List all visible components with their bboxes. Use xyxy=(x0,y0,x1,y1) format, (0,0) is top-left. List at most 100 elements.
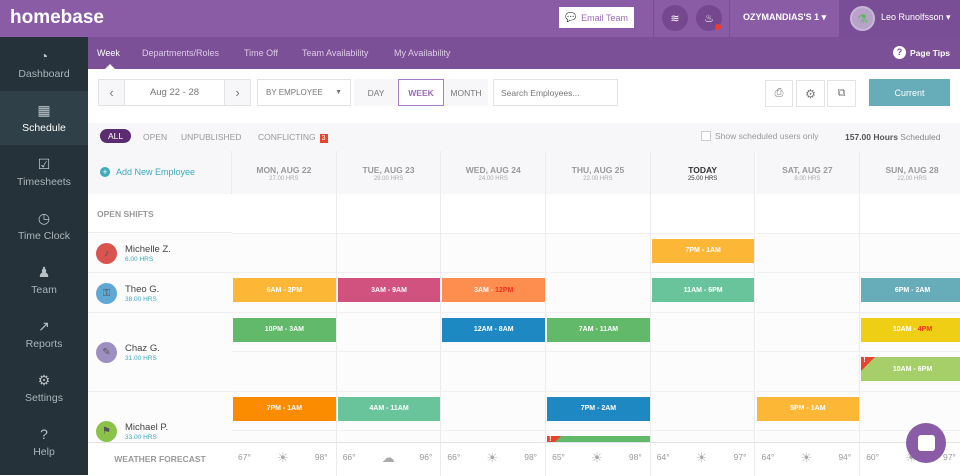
day-cell[interactable] xyxy=(336,233,442,273)
day-cell[interactable] xyxy=(650,391,756,431)
location-dropdown[interactable]: OZYMANDIAS'S 1 ▾ xyxy=(743,12,827,22)
view-day-button[interactable]: DAY xyxy=(354,79,398,106)
shift-block[interactable]: 10AM - 4PM xyxy=(861,317,960,342)
user-name: Leo Runolfsson ▾ xyxy=(881,12,951,22)
day-cell[interactable] xyxy=(232,352,337,392)
day-cell[interactable] xyxy=(650,312,756,352)
sidebar-item-label: Time Clock xyxy=(17,230,71,242)
weather-high: 98° xyxy=(524,452,538,462)
day-cell[interactable] xyxy=(441,233,547,273)
employee-avatar: ⚑ xyxy=(96,421,117,442)
shift-block[interactable]: 3AM - 12PM xyxy=(442,278,546,302)
day-cell[interactable] xyxy=(860,194,960,234)
filter-open[interactable]: OPEN xyxy=(143,132,168,142)
schedule-grid: + Add New Employee OPEN SHIFTS MON, AUG 2… xyxy=(88,151,960,476)
shift-block[interactable]: 3AM - 9AM xyxy=(337,278,441,302)
shift-block[interactable]: 5PM - 1AM xyxy=(756,396,860,421)
filter-unpublished[interactable]: UNPUBLISHED xyxy=(181,132,242,142)
filter-conflicting[interactable]: CONFLICTING 3 xyxy=(258,132,328,143)
day-cell[interactable] xyxy=(232,194,337,234)
page-tips-button[interactable]: ? Page Tips xyxy=(893,46,950,59)
user-menu[interactable]: ⚗ Leo Runolfsson ▾ xyxy=(839,0,960,37)
weather-day: 64° ☀ 94° xyxy=(756,443,861,476)
shift-block[interactable]: 7PM - 1AM xyxy=(651,238,755,263)
email-team-button[interactable]: 💬 Email Team xyxy=(559,7,634,28)
tab-week[interactable]: Week xyxy=(97,48,120,58)
tab-time-off[interactable]: Time Off xyxy=(244,48,279,58)
sidebar-item-time-clock[interactable]: ◷ Time Clock xyxy=(0,199,88,253)
sidebar-item-dashboard[interactable]: ◔ Dashboard xyxy=(0,37,88,91)
chevron-down-icon: ▼ xyxy=(335,89,342,96)
shift-block[interactable]: 12AM - 8AM xyxy=(442,317,546,342)
tab-my-availability[interactable]: My Availability xyxy=(394,48,451,58)
tab-team-availability[interactable]: Team Availability xyxy=(302,48,369,58)
prev-week-button[interactable]: ‹ xyxy=(98,79,125,106)
employee-hours: 38.00 HRS xyxy=(125,295,157,303)
day-cell[interactable] xyxy=(546,194,651,234)
search-employees-input[interactable] xyxy=(493,79,618,106)
print-icon[interactable]: ⎙ xyxy=(765,80,793,107)
day-cell[interactable] xyxy=(336,352,442,392)
shift-start: 10AM xyxy=(892,326,912,333)
sidebar-item-reports[interactable]: ↗ Reports xyxy=(0,307,88,361)
day-cell[interactable] xyxy=(755,312,861,352)
day-cell[interactable] xyxy=(650,194,756,234)
show-scheduled-label: Show scheduled users only xyxy=(715,131,819,141)
day-cell[interactable] xyxy=(546,233,651,273)
shift-end: 2AM xyxy=(601,405,617,412)
top-bar: homebase 💬 Email Team ≋ ♨ OZYMANDIAS'S 1 … xyxy=(0,0,960,37)
next-week-button[interactable]: › xyxy=(224,79,251,106)
day-cell[interactable] xyxy=(336,312,442,352)
sidebar-item-timesheets[interactable]: ☑ Timesheets xyxy=(0,145,88,199)
shift-block[interactable]: 11AM - 6PM xyxy=(651,278,755,302)
logo[interactable]: homebase xyxy=(10,7,104,28)
checkbox[interactable] xyxy=(701,131,711,141)
day-cell[interactable] xyxy=(336,194,442,234)
day-cell[interactable] xyxy=(755,273,861,313)
day-cell[interactable] xyxy=(755,352,861,392)
current-button[interactable]: Current xyxy=(869,79,950,106)
chat-support-button[interactable] xyxy=(906,423,946,463)
shift-block[interactable]: 6AM - 2PM xyxy=(233,278,336,302)
day-cell[interactable] xyxy=(441,194,547,234)
day-cell[interactable] xyxy=(860,391,960,431)
active-tab-caret xyxy=(105,64,115,69)
shift-start: 7AM xyxy=(578,326,594,333)
tab-departments-roles[interactable]: Departments/Roles xyxy=(142,48,220,58)
gear-icon[interactable]: ⚙ xyxy=(796,80,825,107)
copy-icon[interactable]: ⧉ xyxy=(827,80,856,107)
day-cell[interactable] xyxy=(546,352,651,392)
shift-block[interactable]: 7PM - 1AM xyxy=(233,396,336,421)
shift-block[interactable]: 7AM - 11AM xyxy=(547,317,650,342)
day-cell[interactable] xyxy=(860,233,960,273)
employee-cell[interactable]: ✎ Chaz G. 31.00 HRS xyxy=(88,312,232,392)
bell-icon[interactable]: ♨ xyxy=(696,5,722,31)
activity-icon[interactable]: ≋ xyxy=(662,5,688,31)
view-week-button[interactable]: WEEK xyxy=(398,79,444,106)
sidebar-item-schedule[interactable]: ▦ Schedule xyxy=(0,91,88,145)
shift-block[interactable]: 7PM - 2AM xyxy=(547,396,650,421)
day-cell[interactable] xyxy=(441,352,547,392)
shift-block[interactable]: 6PM - 2AM xyxy=(861,278,960,302)
view-month-button[interactable]: MONTH xyxy=(444,79,488,106)
weather-day: 67° ☀ 98° xyxy=(232,443,337,476)
sidebar-item-settings[interactable]: ⚙ Settings xyxy=(0,361,88,415)
employee-cell[interactable]: ⚿ Theo G. 38.00 HRS xyxy=(88,273,232,313)
day-cell[interactable] xyxy=(755,194,861,234)
day-cell[interactable] xyxy=(650,352,756,392)
shift-block[interactable]: 4AM - 11AM xyxy=(337,396,441,421)
day-cell[interactable] xyxy=(755,233,861,273)
sidebar-item-team[interactable]: ♟ Team xyxy=(0,253,88,307)
sidebar-item-help[interactable]: ? Help xyxy=(0,415,88,469)
employee-cell[interactable]: ♪ Michelle Z. 6.00 HRS xyxy=(88,233,232,273)
show-scheduled-toggle[interactable]: Show scheduled users only xyxy=(701,131,818,141)
group-by-select[interactable]: BY EMPLOYEE ▼ xyxy=(257,79,351,106)
day-cell[interactable] xyxy=(441,391,547,431)
shift-block[interactable]: 10PM - 3AM xyxy=(233,317,336,342)
shift-block[interactable]: ! 10AM - 6PM xyxy=(861,357,960,381)
add-new-employee-button[interactable]: + Add New Employee xyxy=(100,167,195,177)
day-cell[interactable] xyxy=(232,233,337,273)
date-range[interactable]: Aug 22 - 28 xyxy=(124,79,225,106)
filter-all[interactable]: ALL xyxy=(100,129,131,143)
day-cell[interactable] xyxy=(546,273,651,313)
